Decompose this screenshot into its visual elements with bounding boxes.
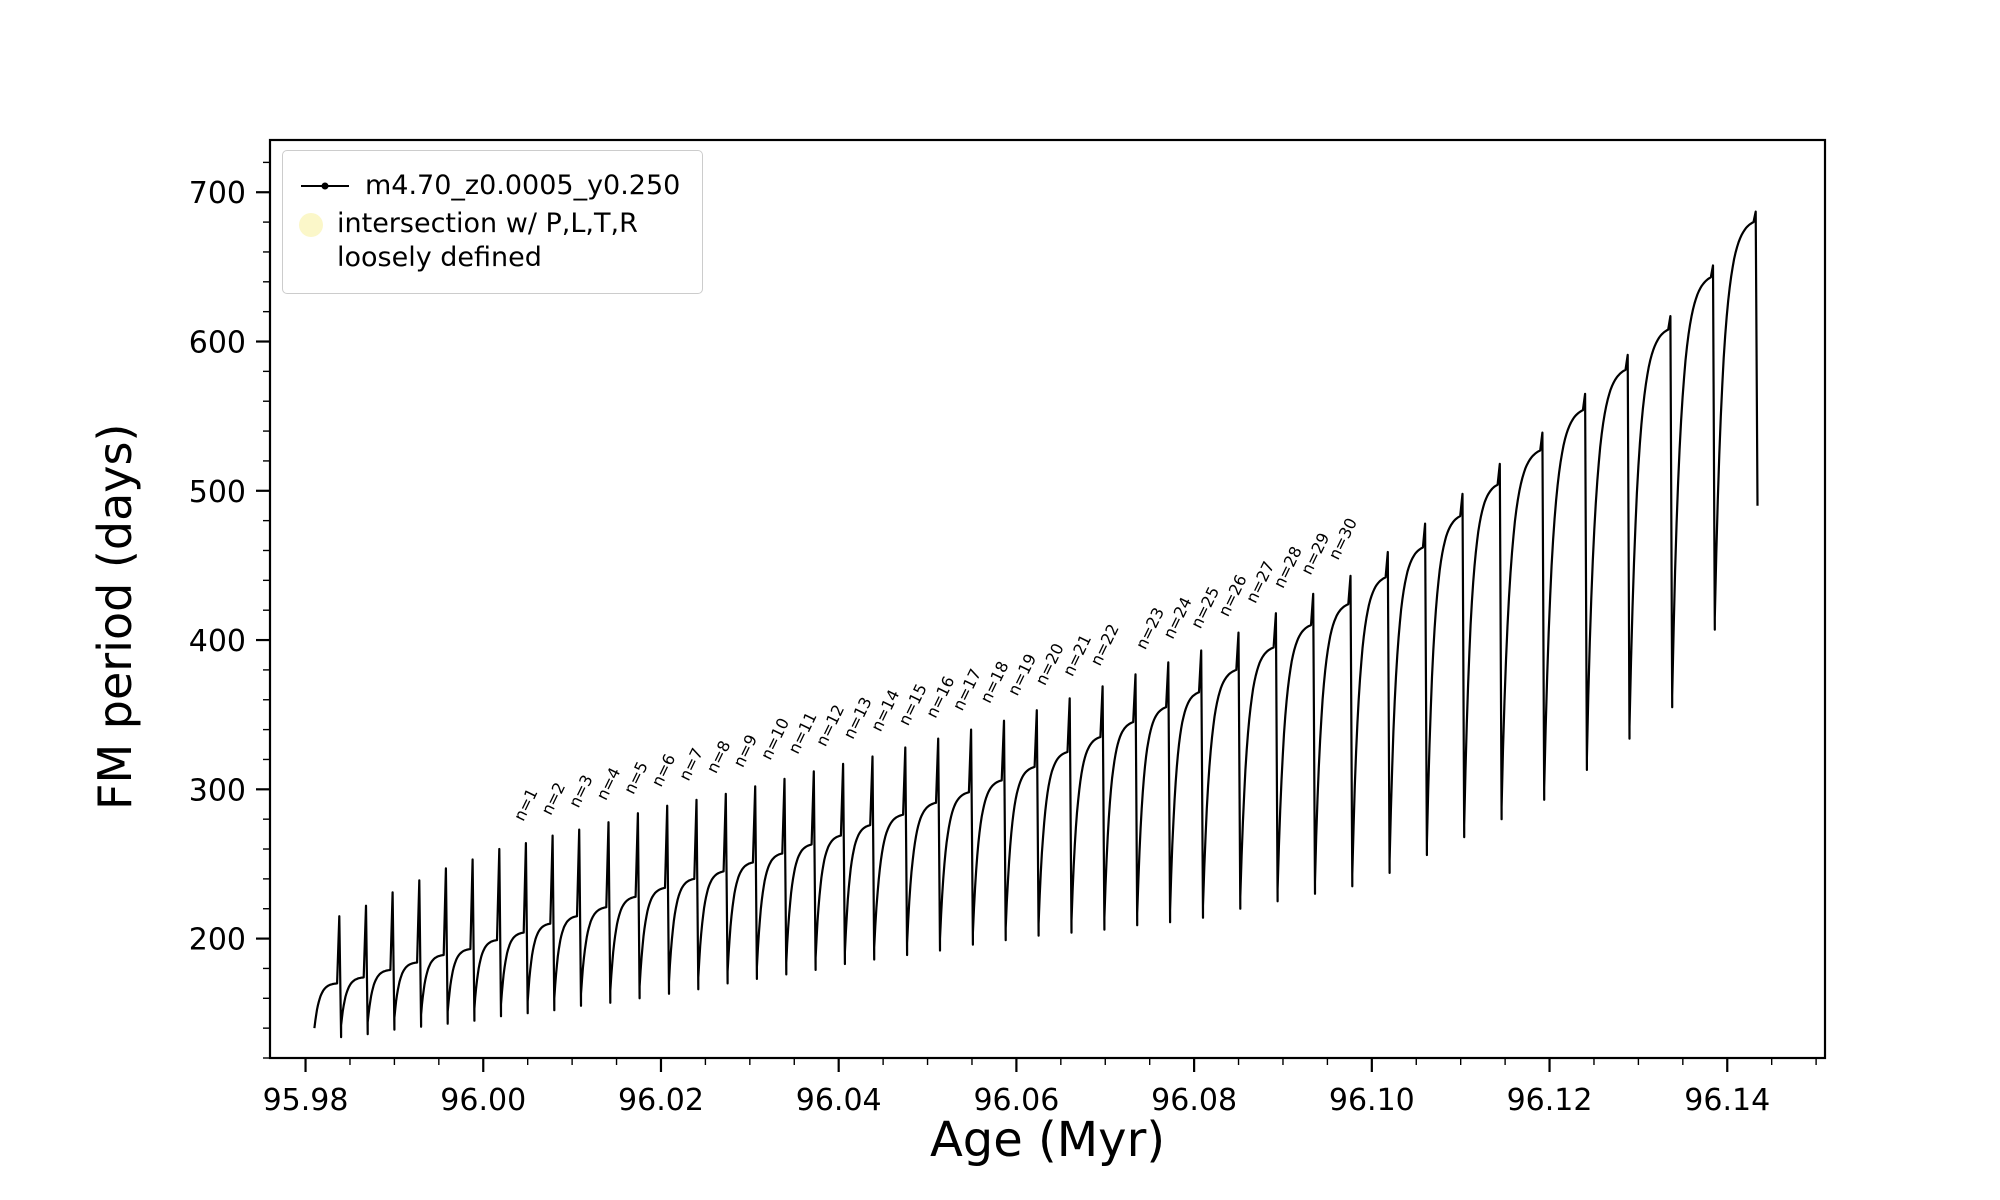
x-tick-label: 96.10 (1329, 1083, 1415, 1118)
x-axis-label: Age (Myr) (929, 1112, 1166, 1168)
y-tick-label: 600 (189, 326, 246, 361)
axes-spines (268, 138, 1827, 1060)
annotation-n-8: n=8 (703, 737, 735, 776)
legend-label-intersection-line2: loosely defined (337, 241, 542, 273)
line-marker-icon (299, 169, 351, 203)
x-tick-label: 96.06 (973, 1083, 1059, 1118)
x-tick-label: 96.12 (1507, 1083, 1593, 1118)
annotation-n-4: n=4 (592, 764, 624, 803)
annotation-n-3: n=3 (565, 772, 597, 811)
x-tick-label: 96.08 (1151, 1083, 1237, 1118)
y-tick-label: 200 (189, 923, 246, 958)
legend: m4.70_z0.0005_y0.250 intersection w/ P,L… (282, 150, 704, 294)
series-line (313, 210, 1759, 1039)
y-tick-label: 700 (189, 176, 246, 211)
legend-label-intersection-line1: intersection w/ P,L,T,R (337, 208, 638, 239)
x-tick-label: 96.14 (1684, 1083, 1770, 1118)
x-tick-label: 96.00 (440, 1083, 526, 1118)
y-tick-label: 300 (189, 773, 246, 808)
annotation-n-6: n=6 (647, 751, 679, 790)
annotation-n-2: n=2 (537, 779, 569, 818)
annotation-n-7: n=7 (675, 745, 707, 784)
y-tick-label: 500 (189, 475, 246, 510)
circle-marker-icon (299, 213, 323, 237)
annotation-n-9: n=9 (729, 732, 761, 771)
legend-label-intersection: intersection w/ P,L,T,R loosely defined (337, 207, 638, 275)
annotation-n-1: n=1 (510, 785, 542, 824)
x-tick-label: 96.04 (796, 1083, 882, 1118)
y-tick-label: 400 (189, 624, 246, 659)
legend-entry-series: m4.70_z0.0005_y0.250 (299, 169, 680, 203)
annotation-n-5: n=5 (620, 758, 652, 797)
annotation-n-10: n=10 (757, 715, 793, 763)
x-tick-label: 95.98 (263, 1083, 349, 1118)
annotation-n-14: n=14 (867, 687, 903, 735)
legend-label-series: m4.70_z0.0005_y0.250 (365, 170, 681, 201)
legend-entry-intersection: intersection w/ P,L,T,R loosely defined (299, 207, 680, 275)
x-tick-label: 96.02 (618, 1083, 704, 1118)
y-axis-label: FM period (days) (88, 423, 142, 810)
